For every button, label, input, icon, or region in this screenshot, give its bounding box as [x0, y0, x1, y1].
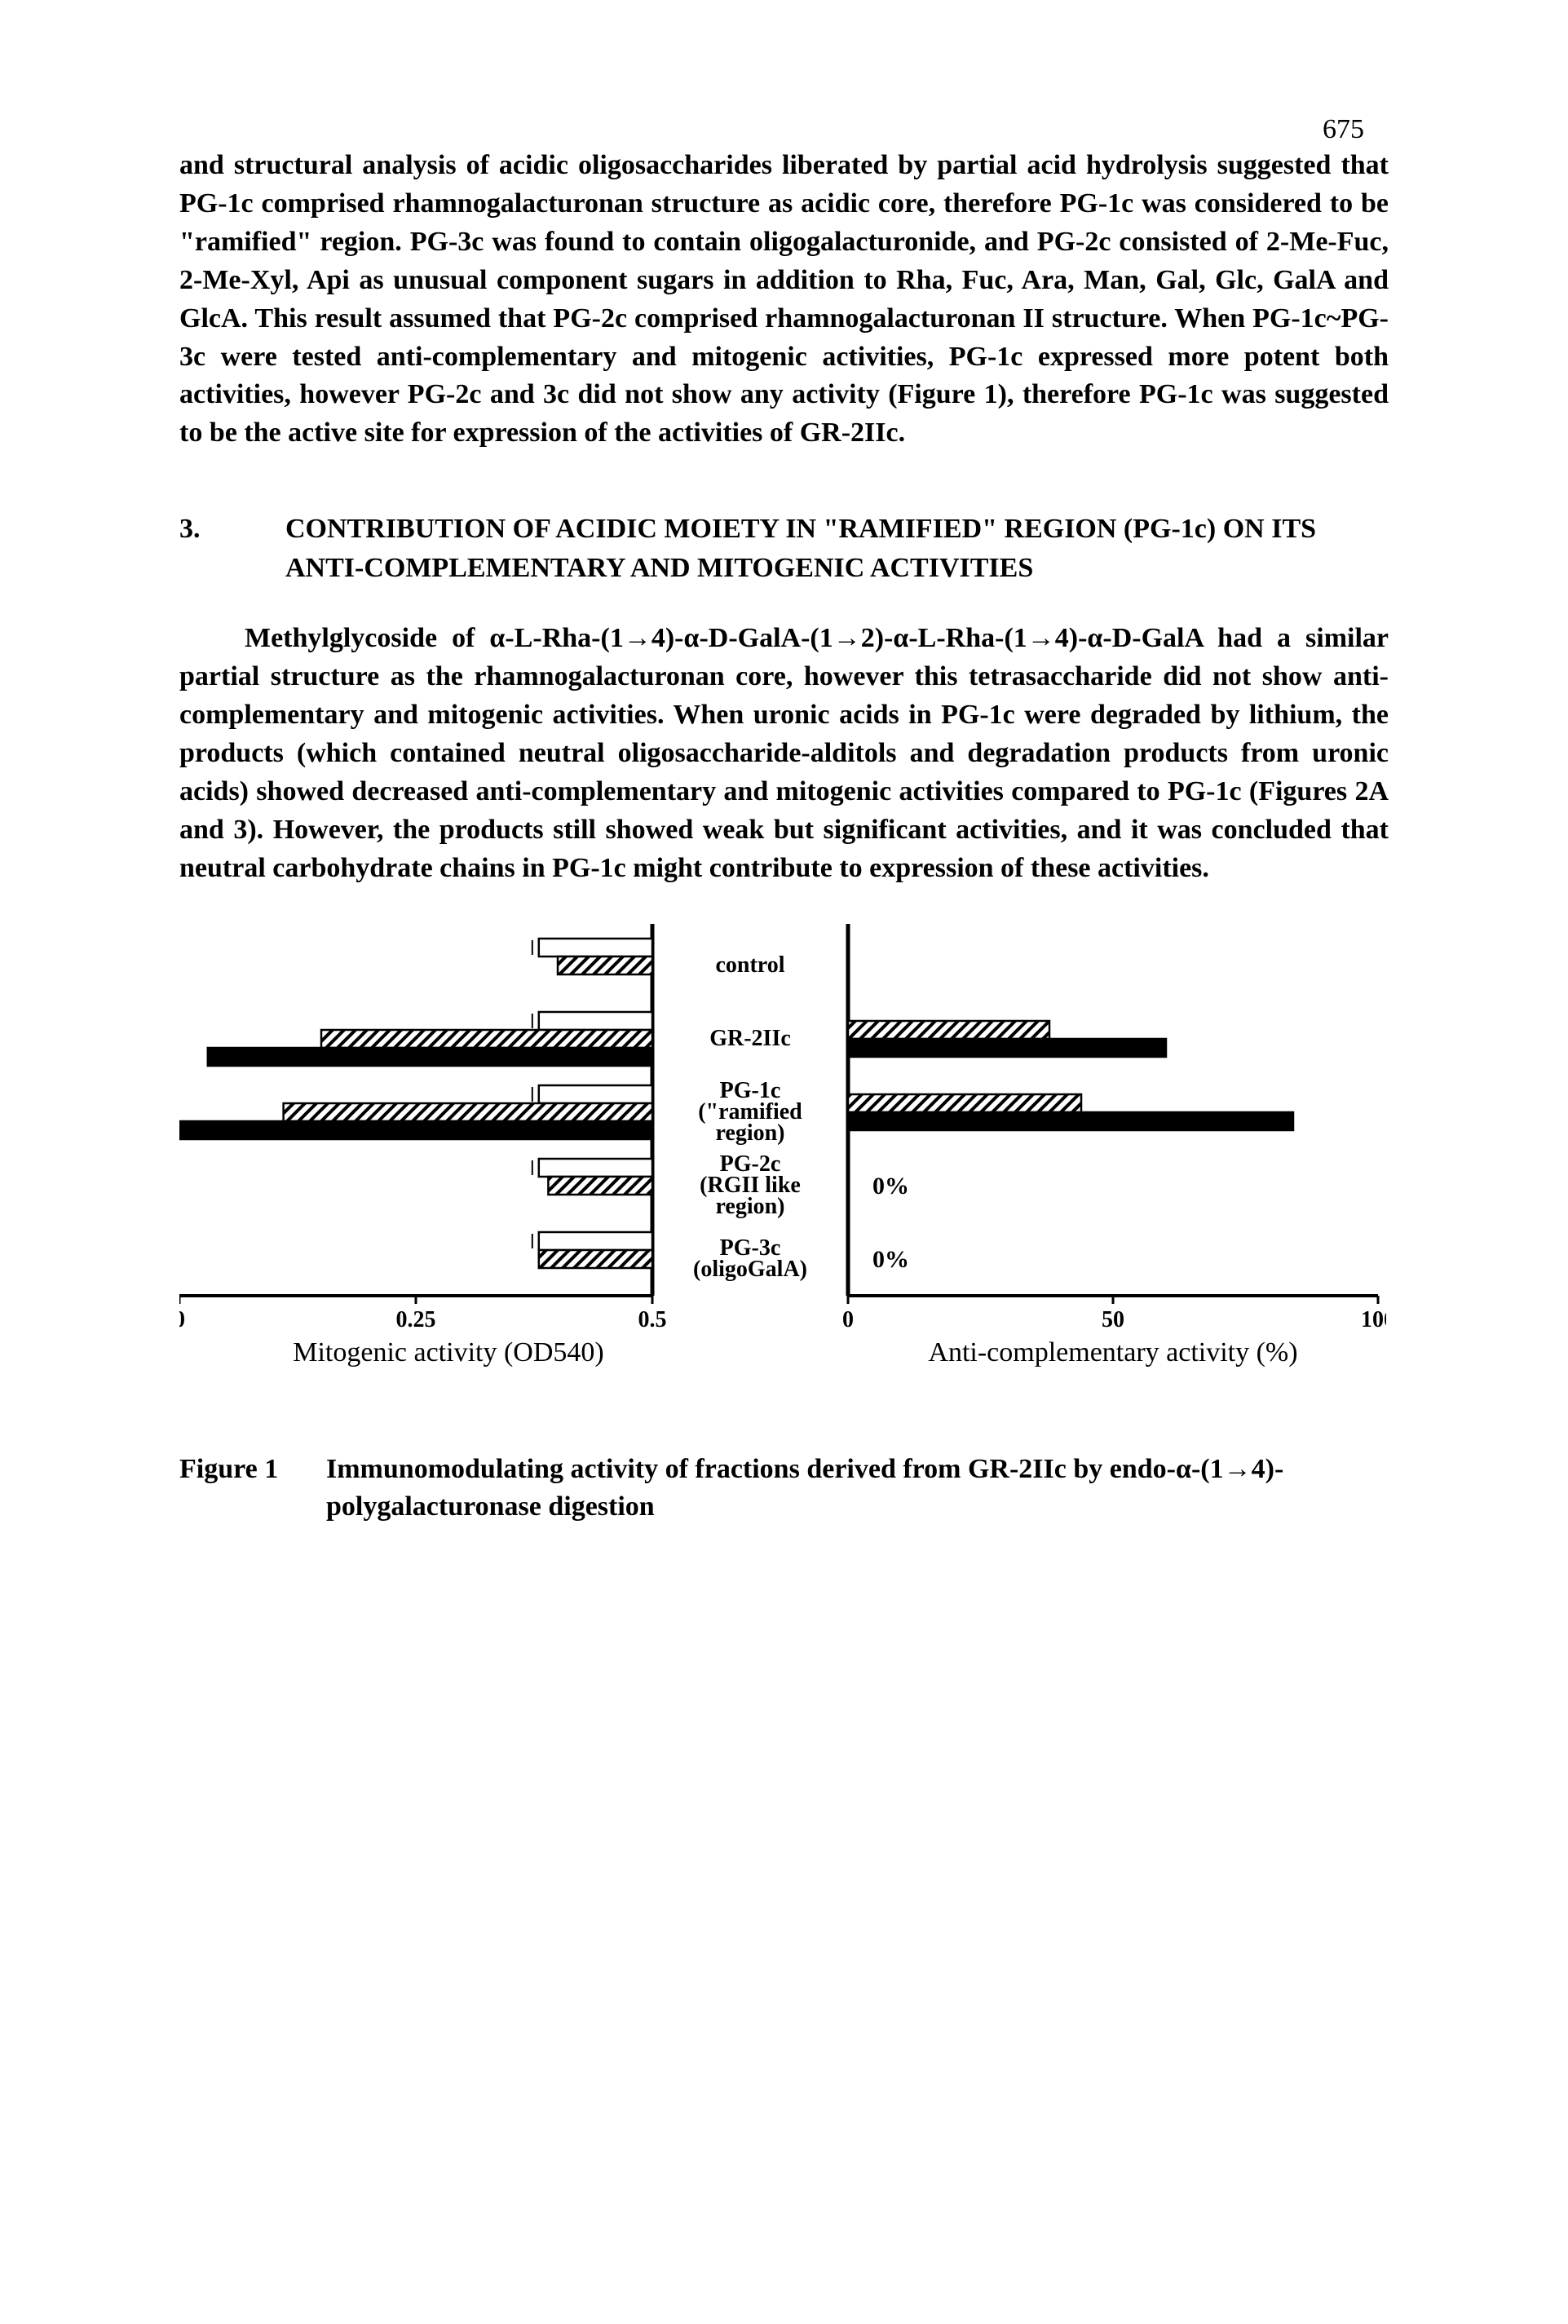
- svg-text:control: control: [715, 952, 784, 978]
- figure-1-chart: 0.5 0.25 0 0 50 100 Mitogenic activity (OD540)…: [179, 921, 1386, 1377]
- svg-text:0%: 0%: [872, 1246, 909, 1273]
- section-heading: 3. CONTRIBUTION OF ACIDIC MOIETY IN "RAM…: [179, 510, 1389, 587]
- svg-text:region): region): [715, 1120, 784, 1146]
- svg-text:100: 100: [1361, 1307, 1386, 1332]
- paragraph-1: and structural analysis of acidic oligos…: [179, 147, 1389, 453]
- svg-text:0.5: 0.5: [638, 1307, 667, 1332]
- svg-text:Mitogenic activity (OD540): Mitogenic activity (OD540): [293, 1337, 603, 1367]
- svg-text:50: 50: [1102, 1307, 1124, 1332]
- page-number: 675: [1323, 114, 1364, 145]
- figure-caption: Figure 1 Immunomodulating activity of fr…: [179, 1451, 1389, 1526]
- svg-text:(oligoGalA): (oligoGalA): [693, 1257, 807, 1282]
- svg-text:Anti-complementary activity (%: Anti-complementary activity (%): [928, 1337, 1297, 1367]
- svg-text:0: 0: [842, 1307, 854, 1332]
- section-title: CONTRIBUTION OF ACIDIC MOIETY IN "RAMIFI…: [285, 510, 1389, 587]
- svg-text:GR-2IIc: GR-2IIc: [709, 1026, 791, 1051]
- paragraph-2: Methylglycoside of α-L-Rha-(1→4)-α-D-Gal…: [179, 620, 1389, 887]
- figure-caption-label: Figure 1: [179, 1451, 326, 1526]
- svg-text:0: 0: [179, 1307, 185, 1332]
- svg-text:0.25: 0.25: [396, 1307, 436, 1332]
- figure-caption-text: Immunomodulating activity of fractions d…: [326, 1451, 1389, 1526]
- svg-text:region): region): [715, 1194, 784, 1219]
- svg-text:0%: 0%: [872, 1173, 909, 1200]
- section-number: 3.: [179, 510, 285, 587]
